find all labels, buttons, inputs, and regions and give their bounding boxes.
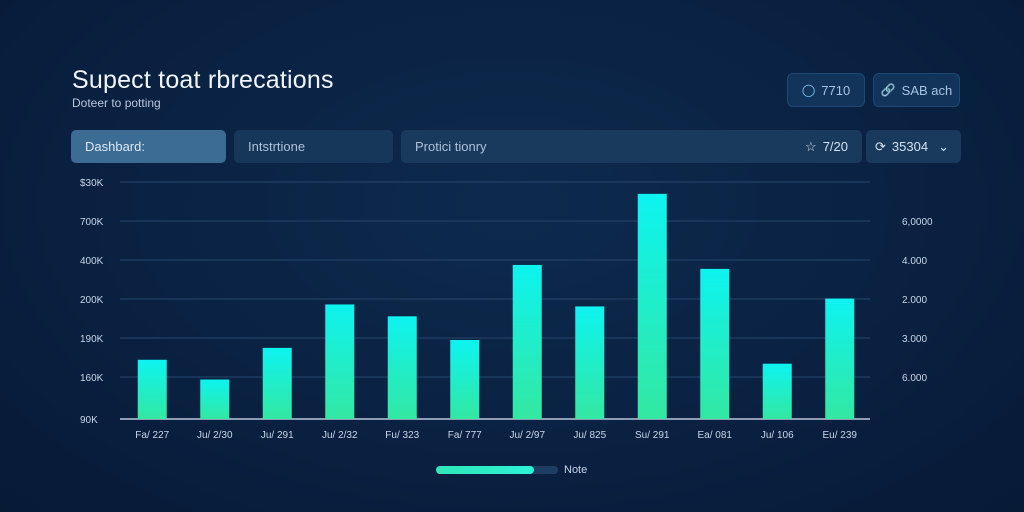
link-icon: 🔗 xyxy=(880,83,896,97)
tab-instructions-label: Intstrtione xyxy=(248,139,306,154)
chevron-down-icon: ⌄ xyxy=(938,138,949,154)
page-title: Supect toat rbrecations xyxy=(72,66,334,94)
bar-4[interactable] xyxy=(387,316,417,419)
x-tick-label: Fa/ 227 xyxy=(135,430,169,441)
x-tick-label: Fa/ 777 xyxy=(448,430,482,441)
y-tick-label-right: 6.000 xyxy=(902,373,927,384)
bar-2[interactable] xyxy=(262,347,292,419)
bar-5[interactable] xyxy=(450,340,480,419)
bar-11[interactable] xyxy=(825,298,855,419)
range-select[interactable]: ⟳ 35304 ⌄ xyxy=(866,130,961,163)
y-tick-label-left: 400K xyxy=(80,256,104,267)
y-tick-label-right: 6,0000 xyxy=(902,217,933,228)
bar-7[interactable] xyxy=(575,306,605,419)
x-tick-label: Ju/ 2/30 xyxy=(197,430,233,441)
y-tick-label-left: 700K xyxy=(80,217,104,228)
x-tick-label: Eu/ 239 xyxy=(823,430,858,441)
favorite-value: 7/20 xyxy=(822,139,848,154)
tab-history[interactable]: Protici tionry ☆ 7/20 xyxy=(401,130,862,163)
x-tick-label: Fu/ 323 xyxy=(385,430,419,441)
x-tick-label: Ju/ 2/97 xyxy=(509,430,545,441)
x-tick-label: Ju/ 825 xyxy=(573,430,606,441)
y-tick-label-right: 4.000 xyxy=(902,256,927,267)
y-tick-label-right: 2.000 xyxy=(902,295,927,306)
comments-button[interactable]: ◯ 7710 xyxy=(787,73,865,107)
tab-dashboard-label: Dashbard: xyxy=(85,139,145,154)
y-tick-label-left: 160K xyxy=(80,373,104,384)
bar-3[interactable] xyxy=(325,304,355,419)
share-label: SAB ach xyxy=(901,82,953,98)
x-tick-label: Su/ 291 xyxy=(635,430,670,441)
bar-6[interactable] xyxy=(512,264,542,419)
x-tick-label: Ju/ 2/32 xyxy=(322,430,358,441)
bar-0[interactable] xyxy=(137,359,167,419)
tab-dashboard[interactable]: Dashbard: xyxy=(71,130,226,163)
star-icon: ☆ xyxy=(805,138,817,154)
bar-1[interactable] xyxy=(200,379,230,420)
y-tick-label-left: $30K xyxy=(80,178,104,189)
chart-legend: Note xyxy=(436,464,587,476)
bar-10[interactable] xyxy=(762,363,792,419)
share-button[interactable]: 🔗 SAB ach xyxy=(873,73,960,107)
legend-swatch xyxy=(436,466,558,474)
chat-bubble-icon: ◯ xyxy=(801,83,816,97)
x-tick-label: Ju/ 106 xyxy=(761,430,794,441)
y-tick-label-right: 3.000 xyxy=(902,334,927,345)
legend-label: Note xyxy=(564,464,588,476)
comments-count: 7710 xyxy=(821,82,851,98)
range-select-value: 35304 xyxy=(891,139,929,154)
y-tick-label-left: 190K xyxy=(80,334,104,345)
tab-history-label: Protici tionry xyxy=(415,139,487,154)
favorite-control[interactable]: ☆ 7/20 xyxy=(805,139,848,155)
tab-instructions[interactable]: Intstrtione xyxy=(234,130,393,163)
refresh-icon: ⟳ xyxy=(875,138,886,154)
y-tick-label-left: 90K xyxy=(80,415,98,426)
page-subtitle: Doteer to potting xyxy=(72,96,161,110)
y-tick-label-left: 200K xyxy=(80,295,104,306)
x-tick-label: Ju/ 291 xyxy=(261,430,294,441)
bar-8[interactable] xyxy=(637,193,667,419)
x-tick-label: Ea/ 081 xyxy=(698,430,733,441)
legend-swatch-fill xyxy=(436,466,534,474)
bar-9[interactable] xyxy=(700,268,730,419)
